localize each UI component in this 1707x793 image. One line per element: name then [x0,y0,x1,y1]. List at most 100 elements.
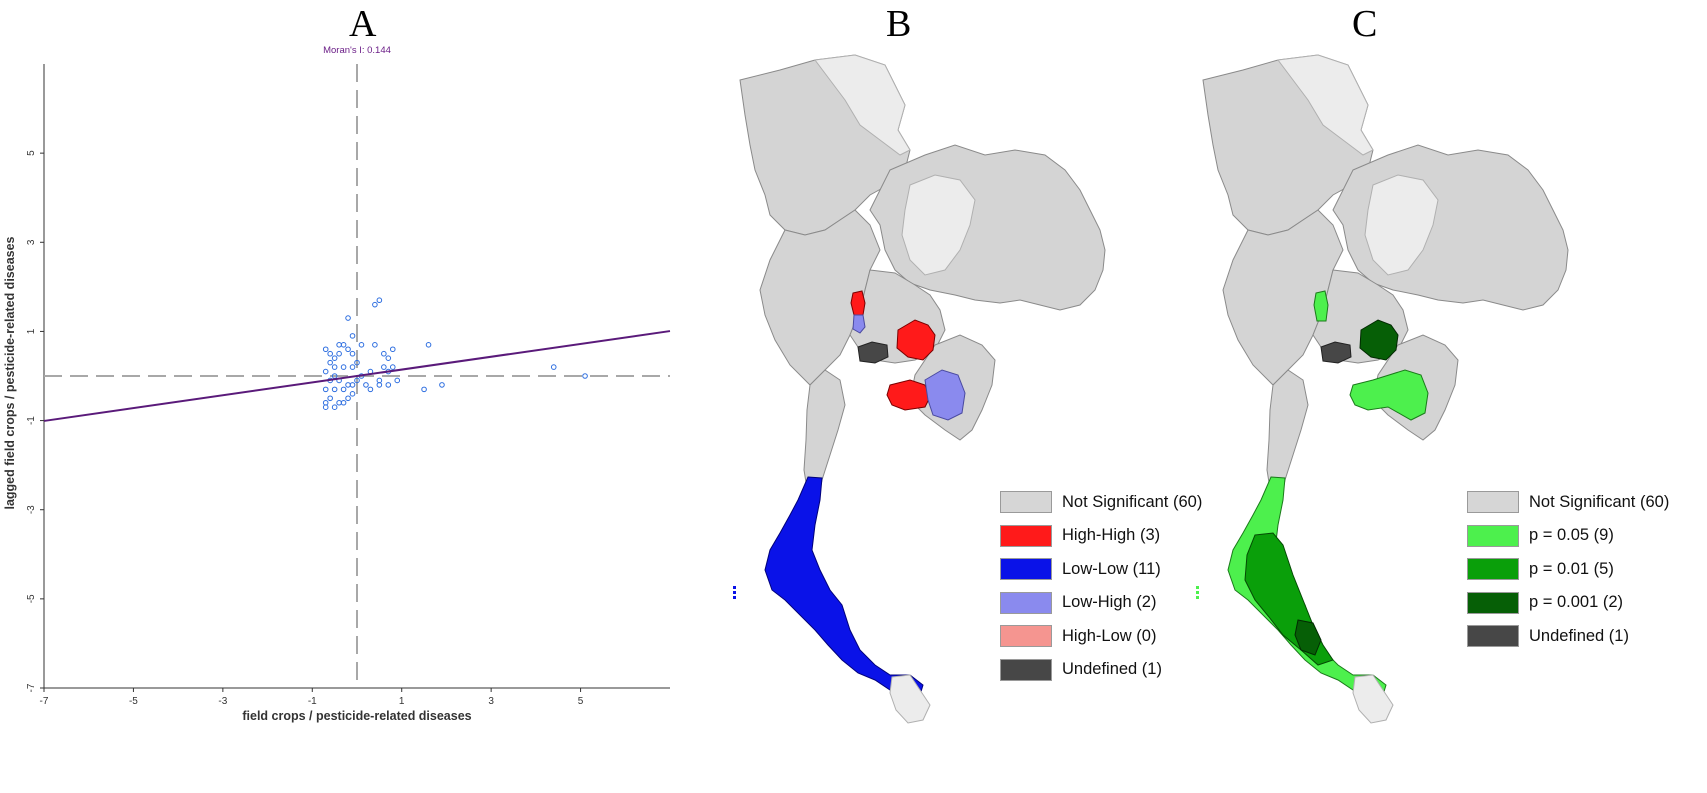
panel-label-a: A [349,3,377,45]
scatter-point [354,359,360,366]
x-tick-label: 3 [488,696,494,707]
scatter-point [336,342,342,348]
map-hotspot-high-high-east [886,379,931,411]
scatter-point [349,382,356,388]
y-tick-label: -1 [26,416,37,425]
legend-swatch [1467,524,1519,547]
legend-item: p = 0.01 (5) [1467,557,1669,581]
legend-item: Not Significant (60) [1467,490,1669,514]
scatter-point [345,395,351,402]
scatter-point [376,377,383,384]
x-tick-label: 1 [399,696,405,707]
map-hotspot-low-high-north [852,314,866,334]
scatter-point [439,382,445,388]
legend-label: p = 0.01 (5) [1529,559,1614,578]
legend-label: p = 0.05 (9) [1529,526,1614,544]
map-region-north-east-edge [1277,54,1374,156]
legend-significance-map: Not Significant (60) p = 0.05 (9) p = 0.… [1467,490,1669,658]
legend-swatch [1000,491,1052,513]
scatter-point [336,350,342,357]
map-region-south-tip [1352,674,1394,724]
scatter-point [367,386,374,393]
scatter-point [372,342,378,348]
scatter-point [322,399,329,406]
y-tick-label: -7 [26,683,37,692]
legend-label: Undefined (1) [1529,626,1629,645]
legend-item: Low-High (2) [1000,591,1202,615]
scatter-point [340,364,347,370]
map-region-northeast-inner [1364,174,1439,276]
legend-item: High-Low (0) [1000,624,1202,648]
legend-label: Not Significant (60) [1529,492,1670,511]
map-hotspot-high-high-north [850,290,866,316]
legend-label: Undefined (1) [1062,660,1162,678]
legend-cluster-map: Not Significant (60) High-High (3) Low-L… [1000,490,1202,691]
regression-line [43,330,671,422]
map-region-south-tip [889,674,931,724]
legend-swatch [1000,658,1052,681]
map-hotspot-low-high-east [924,369,966,421]
legend-item: p = 0.05 (9) [1467,524,1669,548]
legend-item: Undefined (1) [1000,658,1202,682]
x-axis-label: field crops / pesticide-related diseases [242,709,471,723]
scatter-point [421,386,427,393]
scatter-point [376,382,383,388]
scatter-point [385,355,392,361]
map-sig-p05-north [1313,290,1329,322]
scatter-point [582,373,588,379]
scatter-point [349,364,356,370]
scatter-point [340,342,347,348]
legend-item: Undefined (1) [1467,624,1669,648]
legend-label: High-High (3) [1062,526,1161,544]
scatter-point [376,297,383,304]
y-axis-label: lagged field crops / pesticide-related d… [3,236,17,509]
scatter-point [550,364,557,370]
map-sig-undefined [1320,341,1352,364]
scatter-point [322,368,329,375]
scatter-point [331,404,338,411]
moran-i-annotation: Moran's I: 0.144 [323,45,391,56]
legend-swatch [1000,558,1052,580]
legend-swatch [1000,591,1052,614]
legend-label: Not Significant (60) [1062,492,1203,511]
y-tick-label: 3 [26,239,37,245]
scatter-point [340,399,347,406]
scatter-point [322,386,329,393]
scatter-point [331,364,338,370]
scatter-point [354,377,360,384]
legend-label: High-Low (0) [1062,626,1157,645]
scatter-point [322,404,329,411]
map-sig-p001-center [1359,319,1399,361]
scatter-point [331,355,338,361]
legend-swatch [1000,625,1052,647]
legend-swatch [1467,491,1519,513]
map-hotspot-high-high-center [896,319,936,361]
scatter-point [389,346,396,353]
scatter-point [358,342,365,348]
x-tick-label: -1 [308,696,317,707]
panel-label-c: C [1352,3,1378,45]
scatter-point [394,377,401,384]
map-region-south-cold-spot [764,476,924,696]
scatter-point [327,359,333,366]
scatter-point [322,346,329,353]
scatter-point [372,301,378,308]
scatter-point [340,386,347,393]
map-sig-p05-east [1349,369,1429,421]
y-tick-label: 5 [26,150,37,156]
x-tick-label: 5 [578,696,584,707]
scatter-point [331,386,338,393]
scatter-point [327,395,333,402]
map-sig-p01-south [1244,532,1334,666]
scatter-point [349,391,356,397]
legend-swatch [1000,524,1052,547]
legend-swatch [1467,558,1519,580]
legend-item: Not Significant (60) [1000,490,1202,514]
scatter-point [389,364,396,370]
panel-label-b: B [886,3,912,45]
legend-item: High-High (3) [1000,524,1202,548]
scatter-point [349,350,356,357]
scatter-point [385,382,392,388]
map-hotspot-undefined [857,341,889,364]
y-tick-label: -3 [26,505,37,514]
